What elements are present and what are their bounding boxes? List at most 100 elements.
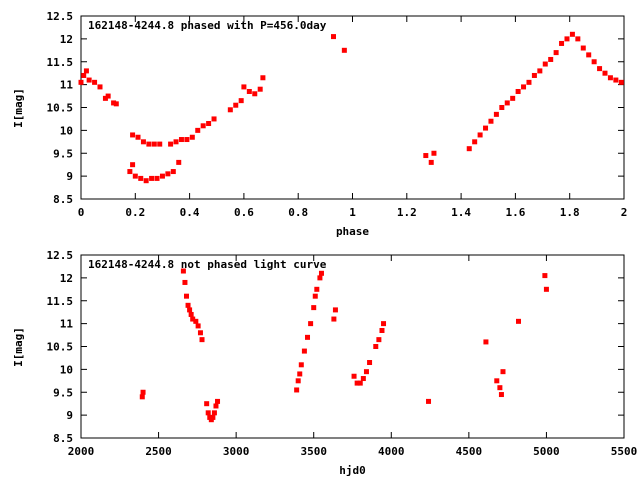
data-point [132,173,138,179]
data-point [211,410,217,416]
x-tick-label: 4000 [378,445,405,458]
data-point [504,100,510,106]
data-point [205,410,211,416]
data-point [165,171,171,177]
data-point [195,323,201,329]
data-point [135,134,141,140]
data-point [466,146,472,152]
data-point [500,369,506,375]
data-point [213,403,219,409]
x-tick-label: 2500 [145,445,172,458]
data-point [170,169,176,175]
data-point [140,389,146,395]
data-point [381,321,387,327]
data-point [499,105,505,110]
data-point [376,337,382,343]
data-point [308,321,314,327]
data-point [151,141,157,147]
x-tick-label: 4500 [456,445,483,458]
data-point [317,275,323,281]
data-point [537,68,543,74]
data-point [187,307,193,313]
data-point [195,127,201,133]
data-point [494,378,500,384]
y-tick-label: 10 [60,124,73,137]
data-point [180,268,186,274]
x-tick-label: 2 [621,206,628,219]
data-point [330,34,336,40]
data-point [204,401,210,407]
y-tick-label: 12 [60,33,73,46]
data-point [543,286,549,292]
x-tick-label: 1.4 [451,206,471,219]
data-point [542,61,548,67]
data-point [149,175,155,181]
data-point [580,45,586,51]
x-tick-label: 0.8 [288,206,308,219]
data-point [183,293,189,299]
data-point [113,101,119,107]
data-point [257,86,263,92]
y-tick-label: 10.5 [47,102,74,115]
y-tick-label: 11 [60,318,74,331]
data-point [312,293,318,299]
x-tick-label: 0.6 [234,206,254,219]
data-point [602,70,608,76]
data-point [154,175,160,181]
data-point [332,307,338,313]
data-point [173,139,179,145]
data-point [618,79,624,85]
data-point [428,159,434,165]
data-point [564,36,570,42]
data-point [188,311,194,317]
data-point [515,88,521,94]
data-point [168,141,174,147]
y-tick-label: 9.5 [53,147,73,160]
data-point [331,316,337,322]
data-point [185,302,191,308]
data-point [357,380,363,386]
data-point [78,79,84,85]
x-tick-label: 1 [349,206,356,219]
chart-panel-2: 8.5 9 9.5 10 10.5 11 11.5 12 12.5 2000 2500 3000 350… [12,249,637,477]
data-point [431,150,437,156]
y-tick-label: 12.5 [47,249,74,262]
data-point [311,305,317,311]
y-tick-label: 11.5 [47,56,74,69]
x-axis-label: hjd0 [339,464,366,477]
data-point [379,327,385,333]
data-point [227,107,233,113]
data-point [146,141,152,147]
y-tick-label: 11.5 [47,295,74,308]
x-tick-label: 0.4 [180,206,200,219]
data-point [215,398,221,404]
data-point [607,75,613,81]
chart-title: 162148-4244.8 not phased light curve [88,258,327,271]
data-point [483,339,489,345]
data-point [157,141,163,147]
data-point [341,47,347,53]
data-point [233,102,239,108]
data-point [184,137,190,143]
data-point [130,162,136,168]
data-point [200,123,206,129]
data-point [483,125,489,131]
y-tick-label: 11 [60,79,74,92]
y-axis-label: I[mag] [12,327,25,367]
y-tick-label: 9 [66,170,73,183]
y-tick-label: 8.5 [53,193,73,206]
y-tick-label: 9 [66,409,73,422]
y-axis-label: I[mag] [12,88,25,128]
data-point [363,369,369,375]
y-tick-label: 10.5 [47,341,74,354]
data-point [138,175,144,181]
data-point [238,98,244,104]
data-point [159,173,165,179]
chart-panel-1: 8.5 9 9.5 10 10.5 11 11.5 12 12.5 0 0.2 0.4 0.6 0.8 1 1… [12,10,627,238]
data-point [373,344,379,349]
data-point [423,153,429,159]
data-point [575,36,581,42]
data-point [488,118,494,124]
data-point [182,279,188,285]
plot-frame [80,254,625,439]
